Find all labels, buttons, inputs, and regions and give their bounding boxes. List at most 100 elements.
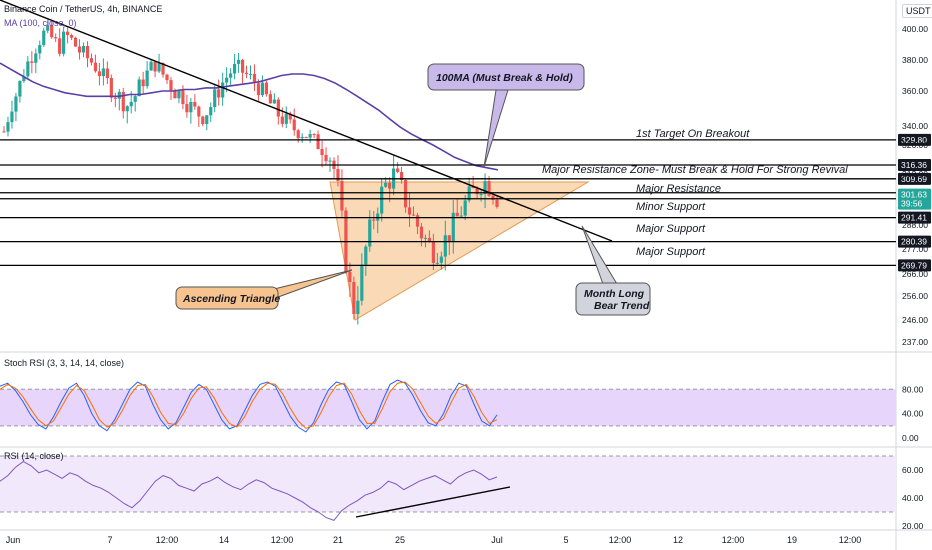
currency-label[interactable]: USDT (902, 4, 932, 18)
candle-body (6, 122, 10, 132)
candle-body (22, 76, 26, 82)
candle-body (399, 171, 404, 181)
callouts[interactable]: 100MA (Must Break & Hold) Ascending Trian… (175, 63, 651, 316)
candle-body (312, 134, 316, 136)
indicator-lines (0, 379, 498, 521)
candle-body (268, 94, 272, 104)
candle-body (320, 149, 324, 156)
candle-body (177, 90, 181, 99)
current-price-value: 301.63 (901, 190, 927, 200)
level-tag-label: 309.69 (901, 174, 927, 184)
candle-body (181, 90, 185, 105)
candle-body (447, 235, 451, 243)
candle-body (81, 46, 86, 53)
candle-body (145, 70, 149, 87)
price-axis[interactable]: 329.80316.36309.69300.11291.41280.39269.… (898, 24, 931, 531)
candle-body (193, 102, 197, 107)
time-tick-label: 19 (787, 535, 797, 545)
candle-body (236, 59, 241, 64)
level-tag (898, 172, 931, 185)
candle-body (431, 241, 435, 263)
level-tag (898, 158, 931, 171)
candle-body (336, 168, 340, 181)
callout-ma-text: 100MA (Must Break & Hold) (436, 72, 573, 84)
candle-body (105, 68, 109, 78)
price-tick-label: 237.00 (902, 337, 928, 347)
candle-body (133, 96, 137, 102)
rsi-tick-label: 20.00 (902, 521, 924, 531)
rsi-tick-label: 60.00 (902, 465, 924, 475)
candle-body (10, 111, 14, 123)
horizontal-levels[interactable]: 1st Target On Breakout Major Resistance Z… (0, 128, 896, 267)
level-tag (898, 133, 931, 146)
candle-body (487, 181, 491, 196)
rsi-tick-label: 40.00 (902, 493, 924, 503)
candle-body (328, 160, 332, 162)
time-tick-label: 12:00 (271, 535, 294, 545)
callout-box (427, 63, 585, 91)
candle-body (264, 82, 269, 95)
price-tick-label: 246.00 (902, 315, 928, 325)
price-tick-label: 256.00 (902, 291, 928, 301)
callout-triangle-text: Ascending Triangle (182, 293, 280, 305)
candle-body (54, 37, 58, 39)
price-tick-label: 360.00 (902, 86, 928, 96)
candle-body (213, 89, 217, 108)
candle-body (244, 72, 249, 74)
price-tick-label: 266.00 (902, 269, 928, 279)
candle-body (304, 136, 308, 138)
time-tick-label: 12 (673, 535, 683, 545)
time-tick-label: 12:00 (156, 535, 179, 545)
candle-body (316, 134, 320, 150)
rsi-line (0, 461, 498, 521)
candle-body (491, 195, 495, 200)
price-tick-label: 400.00 (902, 24, 928, 34)
time-axis[interactable]: Jun 7 12:00 14 12:00 21 25 Jul 5 12:00 12 12:00 19 12… (6, 535, 862, 545)
candle-body (66, 31, 70, 36)
bear-trend-line (0, 0, 613, 242)
ma-100-line (0, 62, 499, 171)
level-label: Major Resistance (636, 183, 721, 195)
candle-body (173, 90, 177, 99)
indicator-bands (0, 388, 896, 513)
time-tick-label: 12:00 (609, 535, 632, 545)
candle-body (276, 99, 280, 117)
level-label: Minor Support (636, 201, 706, 213)
candle-body (221, 82, 225, 98)
price-tick-label: 380.00 (902, 55, 928, 65)
candle-body (260, 82, 265, 96)
level-tag-label: 291.41 (901, 213, 927, 223)
candle-body (137, 79, 141, 97)
level-tag (898, 211, 931, 224)
callout-box (175, 286, 279, 310)
candle-body (459, 215, 463, 217)
candle-body (62, 31, 66, 54)
candle-body (2, 131, 6, 133)
candle-body (129, 101, 133, 107)
stoch-tick-label: 80.00 (902, 384, 924, 394)
price-tick-label: 340.00 (902, 121, 928, 131)
candle-body (93, 62, 98, 72)
candle-body (403, 180, 408, 208)
candle-body (407, 207, 412, 215)
candle-body (109, 77, 113, 98)
rsi-legend[interactable]: RSI (14, close) (4, 451, 64, 461)
price-tick-label: 312.00 (902, 169, 928, 179)
time-tick-label: 25 (395, 535, 405, 545)
trend-lines[interactable] (0, 0, 613, 518)
candle-body (372, 219, 376, 221)
callout-box (575, 282, 651, 316)
level-tag-label: 269.79 (901, 260, 927, 270)
candle-body (34, 53, 38, 63)
rsi-trend-line (355, 486, 511, 518)
candle-body (161, 62, 165, 75)
candle-body (340, 180, 344, 211)
time-tick-label: 14 (219, 535, 229, 545)
candle-body (463, 200, 467, 216)
ma-legend[interactable]: MA (100, close, 0) (4, 18, 77, 28)
stoch-rsi-legend[interactable]: Stoch RSI (3, 3, 14, 14, close) (4, 358, 125, 368)
candle-body (240, 59, 245, 73)
time-tick-label: 21 (333, 535, 343, 545)
